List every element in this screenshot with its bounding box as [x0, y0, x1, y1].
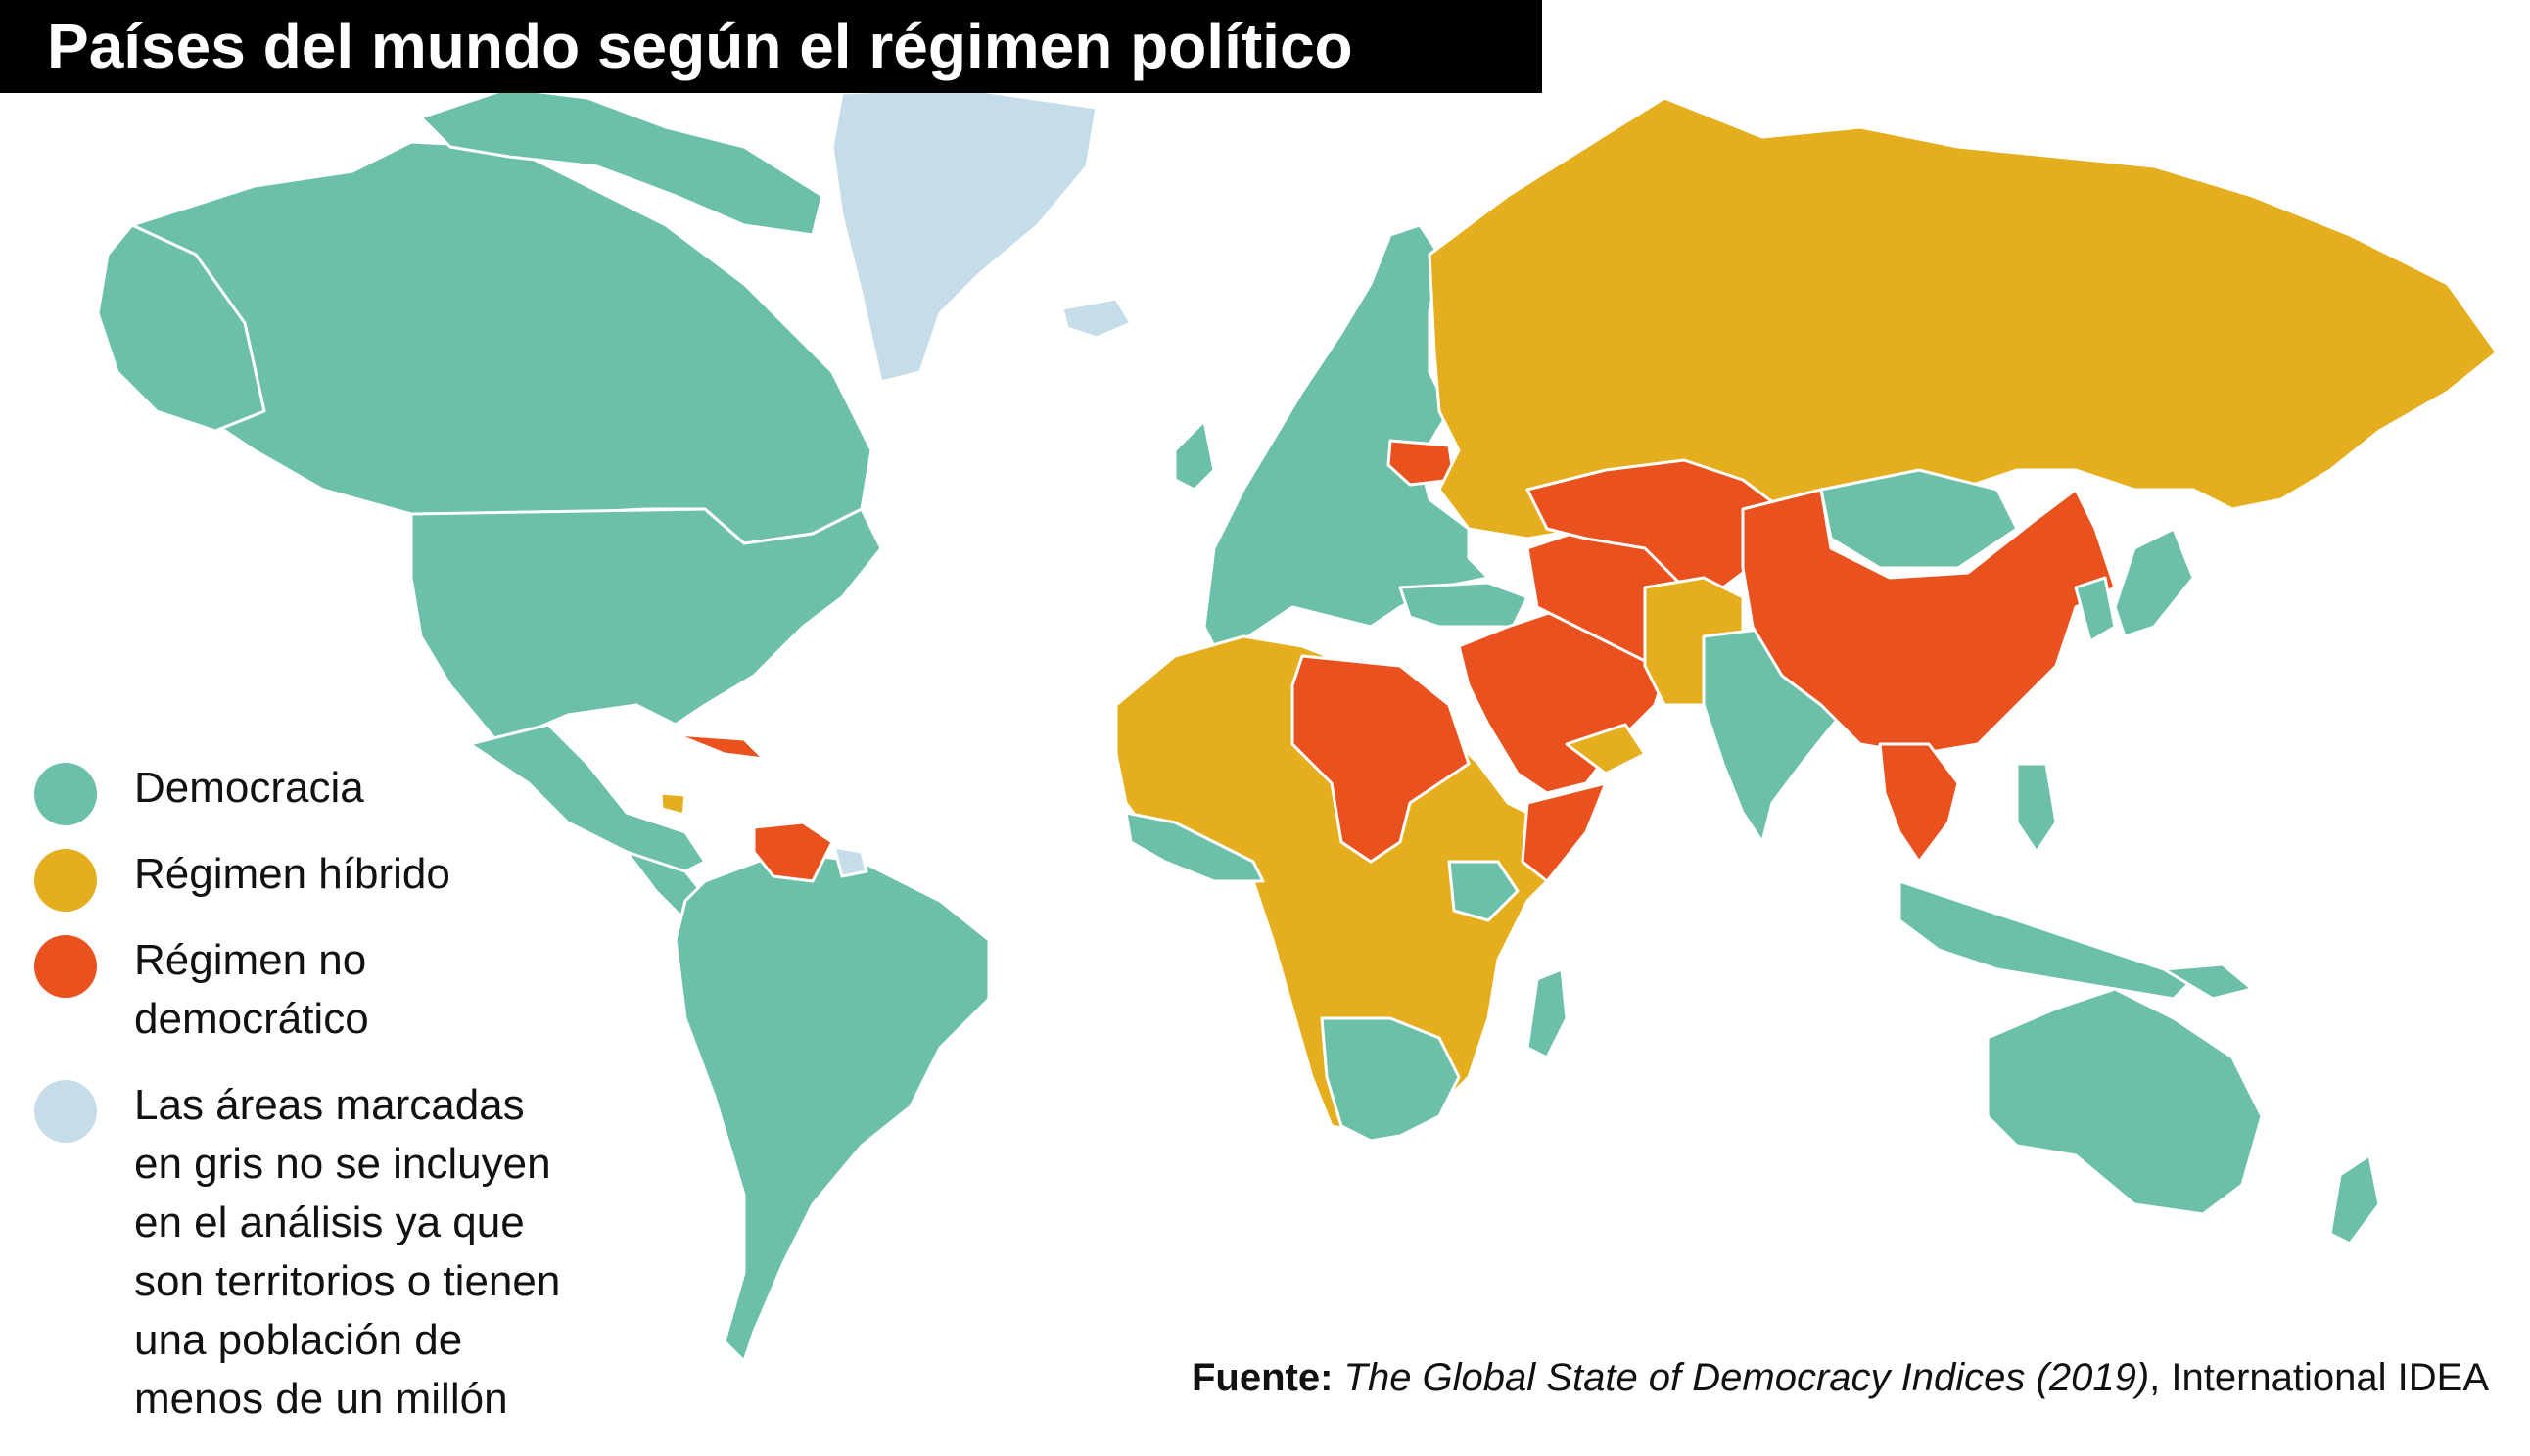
region-belarus: [1386, 439, 1456, 487]
region-philippines: [2015, 762, 2058, 854]
region-southeast-asia-islands: [1898, 879, 2195, 1001]
source-publisher: , International IDEA: [2149, 1356, 2489, 1399]
region-venezuela: [752, 821, 834, 883]
region-usa: [409, 507, 883, 746]
legend-item-hibrido: Régimen híbrido: [34, 845, 641, 912]
source-label: Fuente:: [1191, 1356, 1334, 1399]
region-papua: [2162, 963, 2254, 1001]
region-guianas: [832, 845, 868, 878]
region-iceland: [1060, 297, 1133, 340]
circle-icon: [34, 935, 97, 998]
region-korea: [2074, 576, 2117, 643]
region-arctic-islands: [419, 86, 824, 237]
region-southern-africa: [1320, 1016, 1461, 1143]
title-bar: Países del mundo según el régimen políti…: [0, 0, 1542, 93]
region-north-africa-nondemo: [1290, 654, 1471, 864]
map-title: Países del mundo según el régimen políti…: [47, 11, 1353, 81]
region-alaska: [96, 223, 266, 433]
legend-item-democracia: Democracia: [34, 759, 641, 825]
legend-label: Las áreas marcadas en gris no se incluye…: [134, 1081, 561, 1423]
legend-item-no-incluido: Las áreas marcadas en gris no se incluye…: [34, 1076, 641, 1429]
region-oman-yemen: [1565, 723, 1647, 775]
region-indochina: [1878, 742, 1960, 864]
region-australia: [1986, 987, 2264, 1216]
circle-icon: [34, 763, 97, 825]
legend: Democracia Régimen híbrido Régimen no de…: [34, 759, 641, 1456]
region-cuba: [674, 732, 766, 761]
region-greenland: [830, 86, 1099, 384]
legend-item-no-democratico: Régimen no democrático: [34, 931, 641, 1049]
legend-label: Régimen no democrático: [134, 936, 369, 1043]
source-note: Fuente: The Global State of Democracy In…: [1192, 1356, 2489, 1400]
legend-label: Régimen híbrido: [134, 850, 450, 898]
region-turkey: [1398, 581, 1529, 629]
region-mexico: [468, 723, 707, 883]
world-map: [96, 86, 2499, 1363]
region-uk: [1173, 419, 1216, 492]
region-somalia: [1521, 781, 1608, 883]
region-east-africa-demo: [1447, 860, 1520, 922]
region-madagascar: [1525, 967, 1569, 1059]
region-japan: [2113, 527, 2195, 638]
region-south-america: [674, 850, 991, 1363]
region-china: [1741, 488, 2117, 756]
region-new-zealand: [2328, 1153, 2381, 1245]
legend-label: Democracia: [134, 764, 364, 812]
circle-icon: [34, 1080, 97, 1143]
region-mongolia: [1819, 468, 2019, 570]
circle-icon: [34, 849, 97, 912]
region-russia: [1428, 96, 2499, 540]
region-nicaragua: [659, 791, 687, 817]
source-work: The Global State of Democracy Indices (2…: [1343, 1356, 2150, 1399]
region-west-africa-demo: [1124, 811, 1265, 883]
